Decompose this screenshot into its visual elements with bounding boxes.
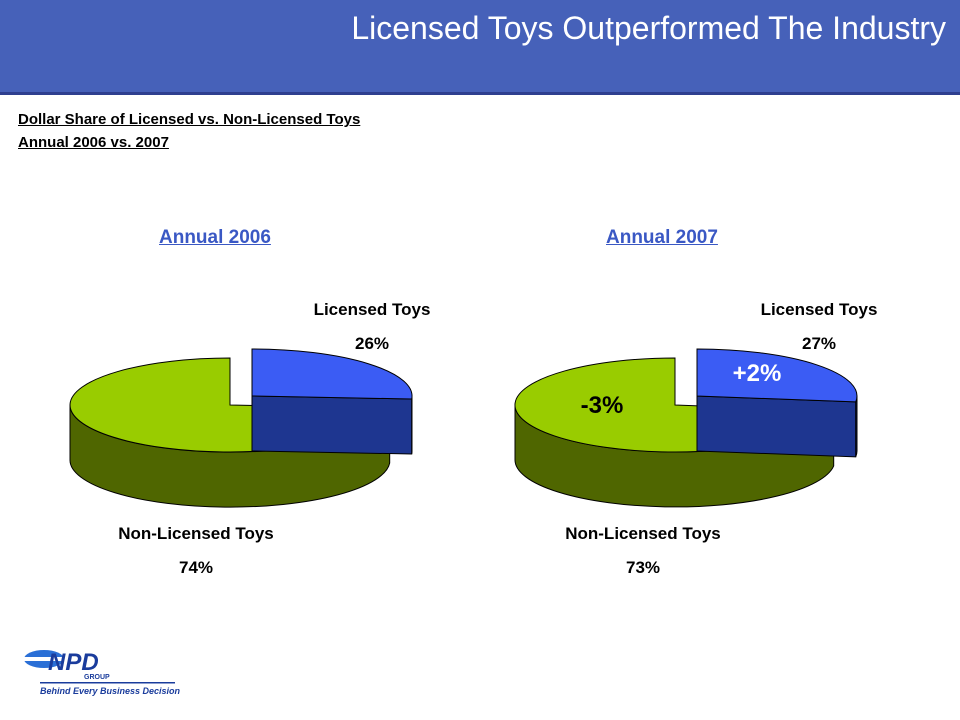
logo-brand: NPD	[48, 649, 99, 676]
non-licensed-label-2007: Non-Licensed Toys	[565, 524, 721, 543]
licensed-change-2007: +2%	[732, 360, 782, 387]
non-licensed-change-2007: -3%	[580, 392, 624, 419]
non-licensed-label-2006: Non-Licensed Toys	[118, 524, 274, 543]
header-bar	[0, 0, 960, 92]
licensed-inner-side-2007	[696, 395, 857, 458]
licensed-label-2007: Licensed Toys	[760, 300, 878, 319]
licensed-slice-2006	[251, 348, 413, 400]
header-divider	[0, 92, 960, 95]
subtitle-line-1: Dollar Share of Licensed vs. Non-License…	[18, 111, 361, 128]
non-licensed-value-2006: 74%	[178, 558, 214, 577]
licensed-label-2006: Licensed Toys	[313, 300, 431, 319]
npd-logo: NPD GROUP Behind Every Business Decision	[24, 649, 181, 696]
chart-title-2007: Annual 2007	[606, 227, 718, 248]
logo-group: GROUP	[84, 674, 110, 681]
non-licensed-value-2007: 73%	[625, 558, 661, 577]
licensed-value-2007: 27%	[801, 334, 837, 353]
licensed-value-2006: 26%	[354, 334, 390, 353]
logo-tagline: Behind Every Business Decision	[40, 686, 181, 696]
page-title: Licensed Toys Outperformed The Industry	[351, 10, 946, 46]
chart-title-2006: Annual 2006	[159, 227, 271, 248]
subtitle-line-2: Annual 2006 vs. 2007	[18, 134, 169, 151]
licensed-slice-2007	[696, 348, 858, 403]
licensed-inner-side-2006	[251, 395, 413, 455]
